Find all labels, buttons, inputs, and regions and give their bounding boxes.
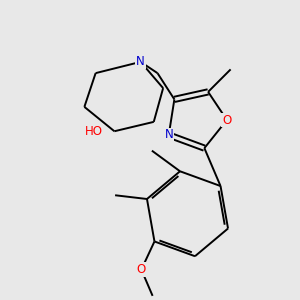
Text: O: O	[222, 113, 232, 127]
Text: N: N	[164, 128, 173, 142]
Text: HO: HO	[85, 125, 103, 138]
Text: O: O	[137, 263, 146, 276]
Text: N: N	[136, 56, 145, 68]
